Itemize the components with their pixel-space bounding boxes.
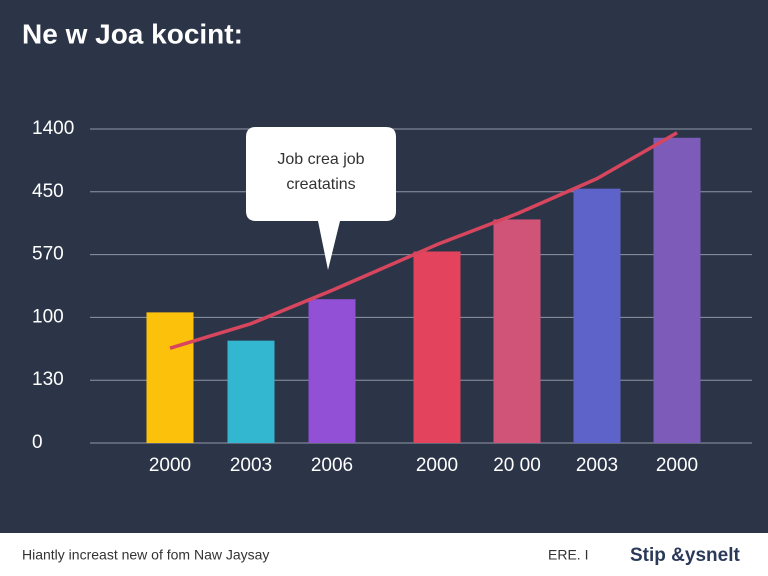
bar	[653, 137, 701, 444]
bar	[308, 299, 356, 443]
footer-left: Hiantly increast new of fom Naw Jaysay	[22, 547, 269, 563]
plot: 0 130 100 570 450 1400 2000 2003 2006 2000 20 00 20…	[32, 118, 752, 476]
chart-title: Ne w Joa kocint:	[22, 18, 243, 49]
y-tick-label: 1400	[32, 118, 74, 139]
annotation-line: creatatins	[286, 176, 355, 193]
bar	[413, 251, 461, 443]
footer-brand: Stip &ysnelt	[630, 545, 740, 566]
callout-bubble	[246, 127, 396, 270]
y-tick-label: 130	[32, 369, 64, 390]
y-tick-label: 0	[32, 432, 43, 453]
y-tick-label: 100	[32, 306, 64, 327]
x-tick-label: 2000	[656, 455, 698, 476]
x-tick-label: 2000	[416, 455, 458, 476]
bar	[146, 312, 194, 443]
x-tick-label: 20 00	[493, 455, 541, 476]
footer-band	[0, 533, 768, 576]
annotation-line: Job crea job	[277, 151, 364, 168]
y-tick-label: 570	[32, 244, 64, 265]
x-tick-label: 2000	[149, 455, 191, 476]
y-tick-label: 450	[32, 181, 64, 202]
x-tick-label: 2003	[576, 455, 618, 476]
bar	[573, 188, 621, 443]
bar	[227, 340, 275, 443]
callout: Job crea job creatatins	[246, 127, 396, 270]
bar	[493, 219, 541, 443]
x-tick-label: 2003	[230, 455, 272, 476]
trend-line	[169, 131, 678, 350]
footer-middle: ERE. I	[548, 547, 588, 563]
x-tick-label: 2006	[311, 455, 353, 476]
